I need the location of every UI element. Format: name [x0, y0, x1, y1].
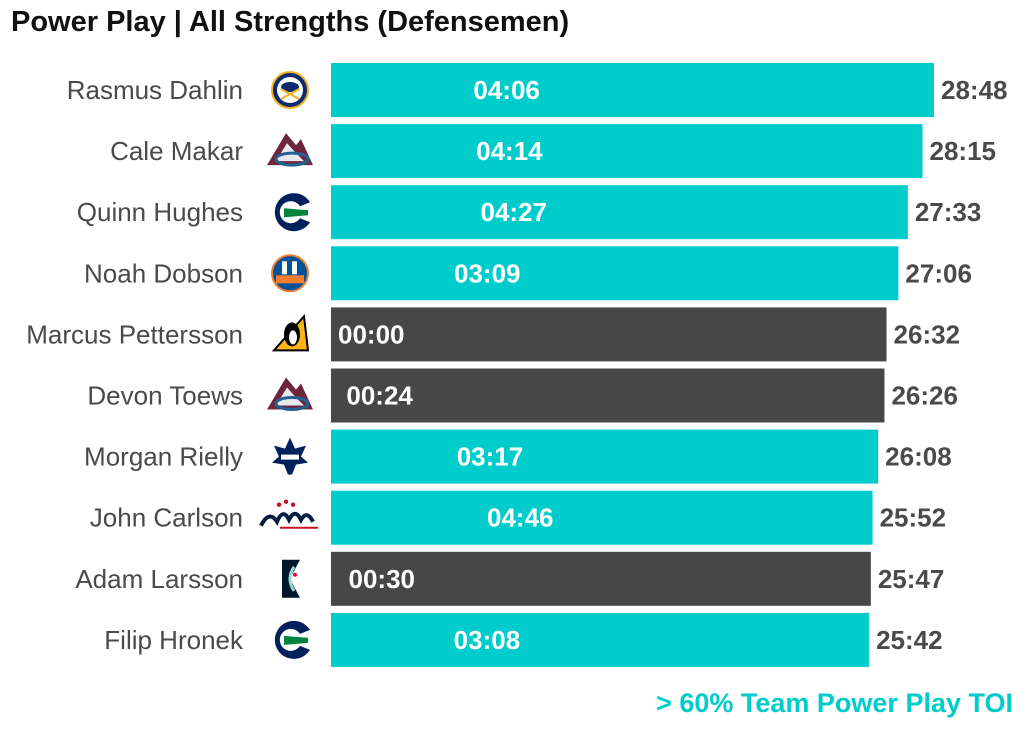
toronto-maple-leafs-logo-icon — [272, 437, 308, 475]
capitals-star-icon-1 — [283, 499, 289, 504]
player-label: Noah Dobson — [84, 258, 243, 288]
bar-devon-toews — [331, 368, 885, 423]
total-toi-label: 26:08 — [885, 442, 952, 472]
bar-quinn-hughes — [331, 185, 908, 240]
total-toi-label: 27:33 — [915, 197, 982, 227]
total-toi-label: 28:15 — [929, 136, 996, 166]
washington-capitals-logo-icon — [259, 499, 318, 529]
bar-filip-hronek — [331, 612, 870, 667]
pp-time-label: 03:17 — [457, 442, 524, 472]
total-toi-label: 25:47 — [878, 564, 945, 594]
new-york-islanders-logo-icon — [271, 254, 309, 293]
pp-time-label: 00:30 — [349, 564, 416, 594]
colorado-avalanche-logo-icon — [267, 133, 313, 167]
player-label: John Carlson — [90, 503, 243, 533]
total-toi-label: 26:32 — [894, 319, 961, 349]
player-label: Adam Larsson — [75, 564, 243, 594]
pp-time-label: 04:46 — [487, 503, 554, 533]
pittsburgh-penguins-logo-icon — [271, 314, 310, 352]
total-toi-label: 25:52 — [880, 503, 947, 533]
capitals-star-icon-0 — [276, 502, 282, 507]
pp-time-label: 00:24 — [346, 381, 413, 411]
player-label: Quinn Hughes — [77, 197, 243, 227]
total-toi-label: 27:06 — [905, 258, 972, 288]
vancouver-canucks-logo-icon — [274, 620, 310, 659]
bar-cale-makar — [331, 124, 923, 179]
total-toi-label: 28:48 — [941, 75, 1008, 105]
pp-time-label: 04:14 — [476, 136, 543, 166]
chart-title: Power Play | All Strengths (Defensemen) — [11, 6, 570, 38]
pp-time-label: 04:06 — [473, 75, 540, 105]
player-label: Cale Makar — [110, 136, 243, 166]
bar-morgan-rielly — [331, 429, 879, 484]
capitals-star-icon-2 — [290, 502, 296, 507]
colorado-avalanche-logo-icon — [267, 377, 313, 411]
player-label: Rasmus Dahlin — [67, 75, 243, 105]
bar-adam-larsson — [331, 551, 871, 606]
seattle-kraken-logo-icon — [282, 559, 300, 598]
pp-time-label: 03:08 — [454, 625, 521, 655]
bar-marcus-pettersson — [331, 307, 887, 362]
player-label: Filip Hronek — [104, 625, 244, 655]
vancouver-canucks-logo-icon — [274, 193, 310, 232]
buffalo-sabres-logo-icon — [271, 71, 309, 109]
bar-john-carlson — [331, 490, 873, 545]
player-label: Devon Toews — [87, 381, 243, 411]
legend-note: > 60% Team Power Play TOI — [656, 688, 1013, 718]
pp-time-label: 03:09 — [454, 258, 521, 288]
pp-time-label: 00:00 — [338, 319, 405, 349]
total-toi-label: 26:26 — [891, 381, 958, 411]
pp-time-label: 04:27 — [481, 197, 548, 227]
player-label: Morgan Rielly — [84, 442, 243, 472]
player-label: Marcus Pettersson — [26, 319, 243, 349]
bar-noah-dobson — [331, 246, 899, 301]
bar-rasmus-dahlin — [331, 63, 934, 117]
total-toi-label: 25:42 — [876, 625, 943, 655]
